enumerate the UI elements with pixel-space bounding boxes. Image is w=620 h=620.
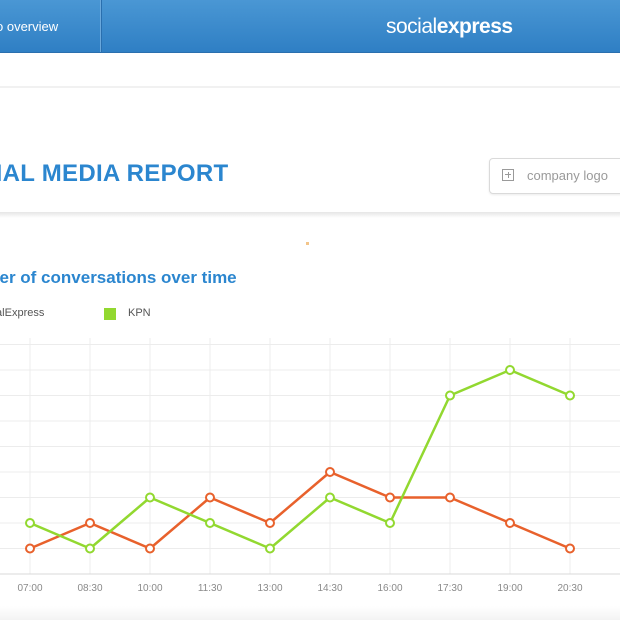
x-tick-label: 07:00 — [17, 583, 42, 594]
top-bar: o overview socialexpress — [0, 0, 620, 53]
data-point-socialexpress[interactable] — [205, 492, 215, 503]
data-point-socialexpress[interactable] — [265, 518, 275, 528]
legend-label-kpn: KPN — [128, 307, 151, 319]
data-point-kpn[interactable] — [325, 492, 335, 503]
data-point-kpn[interactable] — [565, 390, 575, 401]
x-tick-label: 19:00 — [497, 583, 522, 594]
x-tick-label: 14:30 — [317, 583, 342, 594]
back-to-overview-link[interactable]: o overview — [0, 0, 101, 52]
company-logo-upload[interactable]: company logo — [489, 158, 620, 194]
data-point-kpn[interactable] — [205, 518, 215, 528]
series-line-kpn — [29, 368, 571, 550]
data-point-socialexpress[interactable] — [145, 543, 155, 554]
decorative-dot — [306, 242, 309, 245]
report-title: CIAL MEDIA REPORT — [0, 160, 229, 187]
brand-logo: socialexpress — [386, 14, 513, 40]
line-chart: 07:00 08:30 10:00 11:30 13:00 14:30 16:00 17:30… — [0, 338, 620, 594]
data-point-socialexpress[interactable] — [25, 543, 35, 554]
panel-divider — [0, 86, 620, 88]
data-point-kpn[interactable] — [265, 543, 275, 554]
series-line-socialexpress — [29, 470, 571, 550]
brand-logo-part2: express — [436, 15, 513, 38]
data-point-socialexpress[interactable] — [565, 543, 575, 554]
x-tick-label: 11:30 — [198, 583, 223, 594]
brand-logo-part1: social — [386, 15, 437, 38]
x-tick-label: 10:00 — [137, 583, 162, 594]
data-point-socialexpress[interactable] — [85, 518, 95, 528]
chart-series — [25, 365, 575, 554]
x-tick-label: 17:30 — [437, 583, 462, 594]
back-link-label: o overview — [0, 19, 59, 34]
x-tick-label: 16:00 — [377, 583, 402, 594]
chart-x-ticks: 07:00 08:30 10:00 11:30 13:00 14:30 16:00 17:30… — [17, 583, 582, 594]
company-logo-placeholder: company logo — [527, 168, 608, 183]
legend-label-socialexpress: ocialExpress — [0, 307, 45, 319]
data-point-socialexpress[interactable] — [445, 492, 455, 503]
data-point-kpn[interactable] — [145, 492, 155, 503]
bottom-band — [0, 606, 620, 620]
chart-grid — [0, 338, 620, 575]
data-point-kpn[interactable] — [85, 543, 95, 554]
data-point-socialexpress[interactable] — [325, 467, 335, 477]
add-image-icon — [502, 169, 514, 181]
x-tick-label: 08:30 — [77, 583, 102, 594]
data-point-kpn[interactable] — [25, 518, 35, 528]
x-tick-label: 13:00 — [257, 583, 282, 594]
data-point-kpn[interactable] — [505, 365, 515, 375]
x-tick-label: 20:30 — [557, 583, 582, 594]
section-divider — [0, 212, 620, 218]
legend-swatch-kpn — [104, 308, 116, 320]
chart-title: mber of conversations over time — [0, 268, 237, 287]
data-point-socialexpress[interactable] — [505, 518, 515, 528]
data-point-socialexpress[interactable] — [385, 492, 395, 503]
data-point-kpn[interactable] — [445, 390, 455, 401]
data-point-kpn[interactable] — [385, 518, 395, 528]
